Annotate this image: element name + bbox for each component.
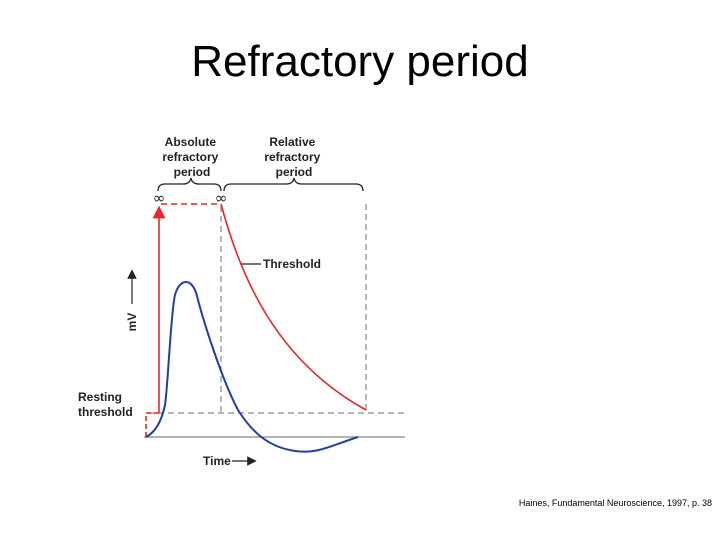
y-axis-label: mV (125, 313, 139, 332)
threshold-label: Threshold (263, 257, 321, 271)
absolute-period-line-3: period (174, 165, 211, 179)
absolute-period-line-1: Absolute (165, 135, 217, 149)
relative-period-brace (223, 177, 364, 192)
relative-period-line-3: period (276, 165, 313, 179)
resting-threshold-line-2: threshold (78, 405, 133, 419)
relative-period-line-1: Relative (269, 135, 315, 149)
threshold-step (145, 412, 159, 437)
resting-threshold-line-1: Resting (78, 390, 122, 404)
absolute-period-label: Absolute refractory period (162, 135, 221, 179)
action-potential-curve (145, 281, 359, 453)
infinity-left-symbol: ∞ (153, 189, 166, 207)
absolute-period-brace (157, 177, 222, 192)
slide-title: Refractory period (191, 37, 529, 86)
absolute-period-line-2: refractory (162, 150, 218, 164)
infinity-right-symbol: ∞ (215, 189, 228, 207)
source-citation: Haines, Fundamental Neuroscience, 1997, … (518, 498, 712, 508)
resting-threshold-label: Resting threshold (78, 390, 133, 419)
relative-period-line-2: refractory (264, 150, 320, 164)
x-axis-label: Time (203, 454, 231, 468)
relative-threshold-decay (220, 203, 367, 411)
relative-period-label: Relative refractory period (264, 135, 323, 179)
